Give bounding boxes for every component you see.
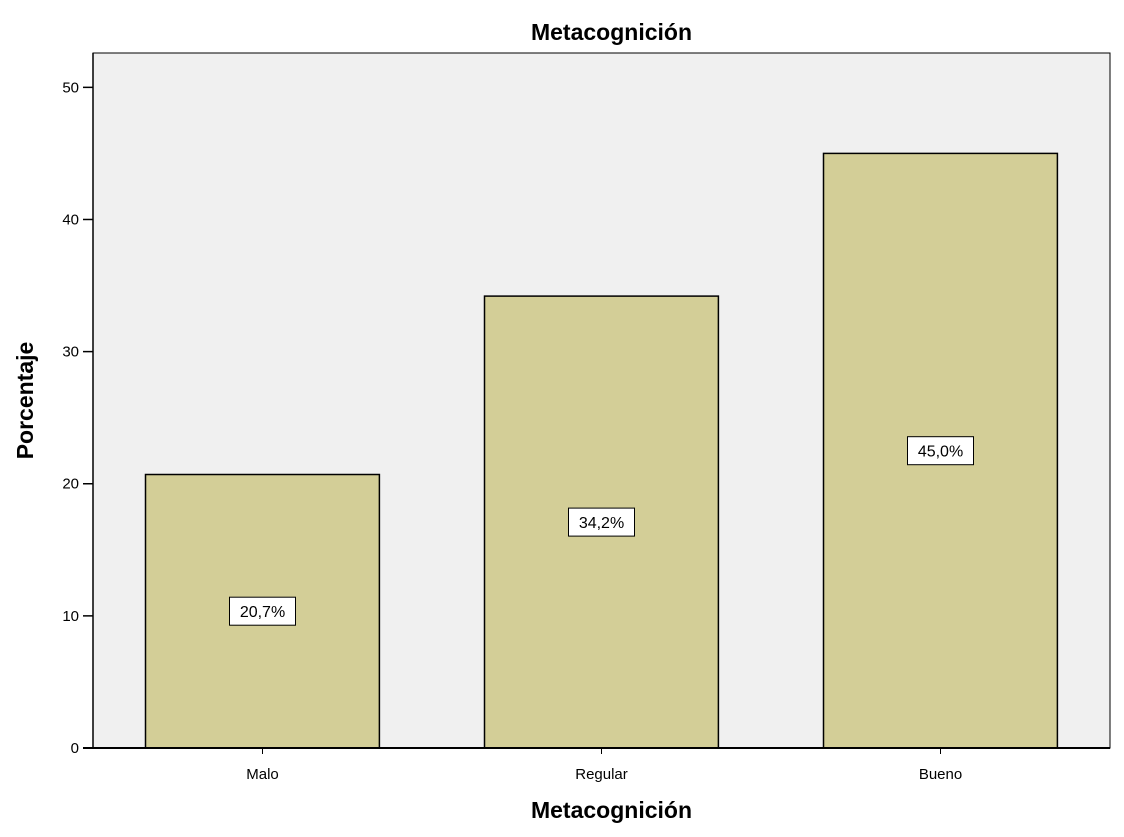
data-label: 45,0% — [918, 444, 963, 461]
data-labels-group: 20,7% Malo 34,2% Regular 45,0% Bueno — [229, 436, 974, 783]
data-label-box — [229, 596, 296, 626]
data-label: 20,7% — [240, 604, 285, 621]
data-label-box — [568, 507, 635, 537]
axes-group: 0 10 20 30 40 50 — [62, 53, 1110, 757]
y-tick-label: 40 — [62, 212, 79, 229]
y-tick-label: 30 — [62, 344, 79, 361]
y-tick-label: 10 — [62, 608, 79, 625]
chart-title: Metacognición — [531, 19, 692, 45]
y-axis-title: Porcentaje — [12, 342, 38, 460]
x-tick-label: Regular — [575, 766, 628, 783]
y-tick-label: 50 — [62, 79, 79, 96]
x-tick-label: Bueno — [919, 766, 962, 783]
y-tick-label: 20 — [62, 476, 79, 493]
x-tick-label: Malo — [246, 766, 279, 783]
y-tick-label: 0 — [71, 740, 79, 757]
data-label: 34,2% — [579, 515, 624, 532]
data-label-box — [907, 436, 974, 466]
x-axis-title: Metacognición — [531, 797, 692, 823]
